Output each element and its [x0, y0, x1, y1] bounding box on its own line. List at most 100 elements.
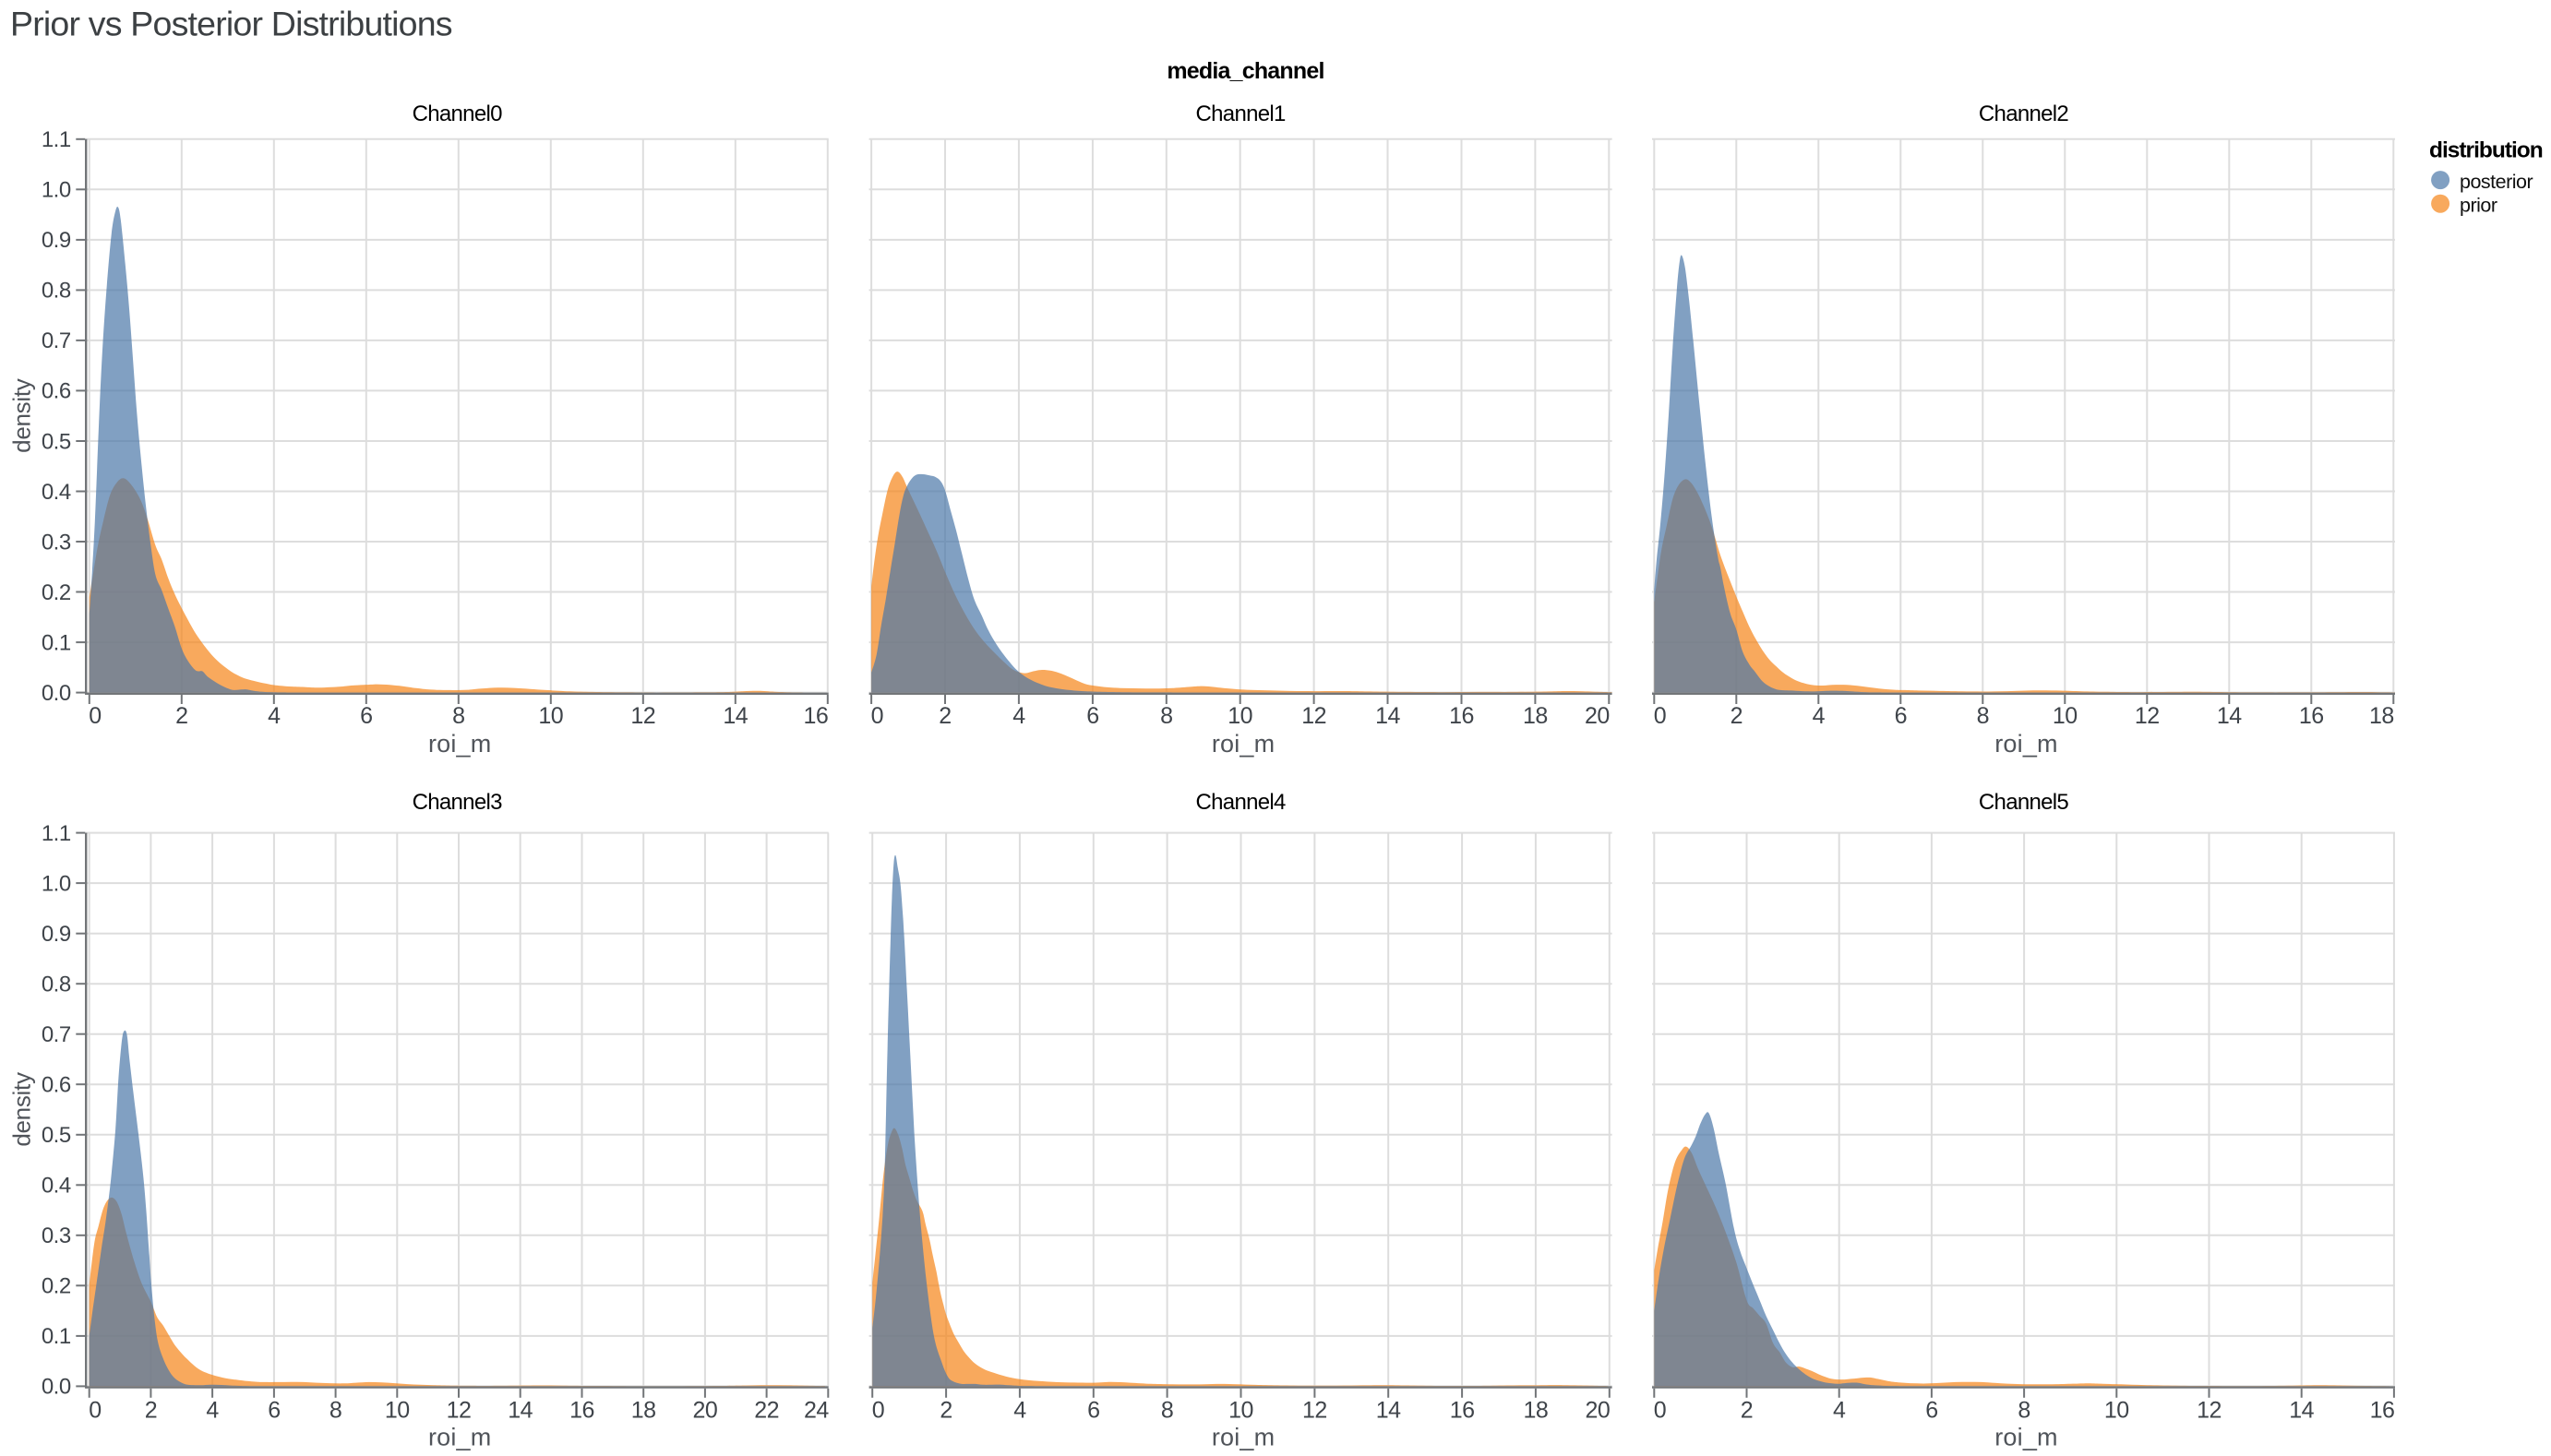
svg-text:0: 0 — [89, 1397, 101, 1423]
svg-text:0.8: 0.8 — [42, 279, 71, 304]
svg-text:0.2: 0.2 — [42, 1274, 71, 1299]
svg-text:0: 0 — [1654, 1397, 1666, 1423]
svg-text:12: 12 — [1301, 703, 1326, 729]
svg-text:0.6: 0.6 — [42, 379, 71, 404]
svg-text:0.0: 0.0 — [42, 681, 71, 706]
svg-text:22: 22 — [754, 1397, 779, 1423]
svg-text:14: 14 — [723, 703, 748, 729]
svg-text:2: 2 — [940, 1397, 952, 1423]
svg-text:20: 20 — [1585, 703, 1610, 729]
svg-text:10: 10 — [2053, 703, 2078, 729]
svg-text:10: 10 — [2104, 1397, 2129, 1423]
svg-text:0.3: 0.3 — [42, 1223, 71, 1248]
svg-text:0.2: 0.2 — [42, 580, 71, 605]
svg-text:0.7: 0.7 — [42, 1022, 71, 1047]
svg-text:0.5: 0.5 — [42, 429, 71, 454]
svg-text:14: 14 — [1376, 1397, 1401, 1423]
svg-text:20: 20 — [1585, 1397, 1610, 1423]
svg-text:8: 8 — [1160, 703, 1172, 729]
svg-text:0.9: 0.9 — [42, 228, 71, 253]
svg-text:14: 14 — [1375, 703, 1400, 729]
svg-text:roi_m: roi_m — [1212, 1424, 1276, 1451]
svg-text:0.6: 0.6 — [42, 1073, 71, 1098]
svg-text:0.4: 0.4 — [42, 480, 71, 505]
svg-text:1.0: 1.0 — [42, 871, 71, 896]
svg-text:14: 14 — [2289, 1397, 2314, 1423]
svg-text:6: 6 — [1086, 703, 1098, 729]
svg-text:10: 10 — [1228, 703, 1252, 729]
svg-text:6: 6 — [360, 703, 372, 729]
svg-text:roi_m: roi_m — [1994, 730, 2058, 758]
svg-text:24: 24 — [804, 1397, 829, 1423]
svg-text:0.1: 0.1 — [42, 1324, 71, 1349]
svg-text:density: density — [8, 378, 36, 453]
svg-text:roi_m: roi_m — [428, 1424, 492, 1451]
svg-text:10: 10 — [1228, 1397, 1253, 1423]
svg-text:4: 4 — [1833, 1397, 1846, 1423]
svg-text:4: 4 — [1012, 703, 1025, 729]
svg-text:10: 10 — [385, 1397, 410, 1423]
svg-text:0: 0 — [1654, 703, 1666, 729]
svg-text:12: 12 — [1302, 1397, 1327, 1423]
svg-text:media_channel: media_channel — [1167, 58, 1323, 84]
svg-text:0.8: 0.8 — [42, 973, 71, 997]
svg-text:18: 18 — [1523, 703, 1548, 729]
svg-text:1.1: 1.1 — [42, 821, 71, 846]
svg-text:6: 6 — [1925, 1397, 1937, 1423]
svg-text:Channel5: Channel5 — [1979, 790, 2069, 815]
svg-text:8: 8 — [329, 1397, 341, 1423]
svg-text:14: 14 — [508, 1397, 533, 1423]
svg-text:4: 4 — [206, 1397, 219, 1423]
svg-text:distribution: distribution — [2429, 137, 2543, 162]
svg-text:Channel3: Channel3 — [413, 790, 503, 815]
svg-text:16: 16 — [803, 703, 828, 729]
svg-text:18: 18 — [2369, 703, 2394, 729]
svg-text:2: 2 — [175, 703, 187, 729]
svg-text:8: 8 — [2018, 1397, 2030, 1423]
svg-text:0.3: 0.3 — [42, 530, 71, 555]
svg-text:4: 4 — [268, 703, 281, 729]
svg-text:2: 2 — [145, 1397, 157, 1423]
svg-text:0.4: 0.4 — [42, 1174, 71, 1199]
svg-text:0.5: 0.5 — [42, 1123, 71, 1148]
svg-text:Channel4: Channel4 — [1196, 790, 1287, 815]
svg-text:20: 20 — [692, 1397, 717, 1423]
svg-text:6: 6 — [1087, 1397, 1099, 1423]
svg-text:0.0: 0.0 — [42, 1375, 71, 1400]
svg-text:posterior: posterior — [2460, 171, 2533, 193]
svg-text:18: 18 — [1523, 1397, 1548, 1423]
svg-text:roi_m: roi_m — [428, 730, 492, 758]
svg-text:roi_m: roi_m — [1994, 1424, 2058, 1451]
svg-text:6: 6 — [268, 1397, 280, 1423]
svg-text:16: 16 — [2299, 703, 2324, 729]
svg-text:8: 8 — [1977, 703, 1989, 729]
svg-text:16: 16 — [1449, 703, 1474, 729]
svg-text:18: 18 — [631, 1397, 656, 1423]
svg-text:1.0: 1.0 — [42, 178, 71, 203]
svg-text:6: 6 — [1895, 703, 1907, 729]
svg-text:2: 2 — [1731, 703, 1743, 729]
svg-text:16: 16 — [2370, 1397, 2395, 1423]
svg-text:0.1: 0.1 — [42, 630, 71, 655]
svg-text:0: 0 — [871, 703, 883, 729]
svg-text:1.1: 1.1 — [42, 127, 71, 152]
svg-text:0: 0 — [872, 1397, 884, 1423]
svg-text:prior: prior — [2460, 194, 2497, 216]
svg-text:16: 16 — [569, 1397, 594, 1423]
svg-text:0.9: 0.9 — [42, 922, 71, 947]
svg-text:10: 10 — [538, 703, 563, 729]
svg-text:Channel0: Channel0 — [413, 101, 503, 126]
svg-text:12: 12 — [630, 703, 655, 729]
svg-text:Channel1: Channel1 — [1196, 101, 1287, 126]
svg-text:12: 12 — [2197, 1397, 2222, 1423]
svg-text:8: 8 — [1161, 1397, 1173, 1423]
svg-text:4: 4 — [1813, 703, 1826, 729]
svg-text:12: 12 — [447, 1397, 472, 1423]
svg-text:2: 2 — [939, 703, 951, 729]
svg-text:14: 14 — [2217, 703, 2242, 729]
svg-text:4: 4 — [1013, 1397, 1026, 1423]
svg-text:Prior vs Posterior Distributio: Prior vs Posterior Distributions — [10, 4, 452, 42]
svg-text:8: 8 — [452, 703, 464, 729]
svg-text:Channel2: Channel2 — [1979, 101, 2069, 126]
svg-text:12: 12 — [2135, 703, 2160, 729]
